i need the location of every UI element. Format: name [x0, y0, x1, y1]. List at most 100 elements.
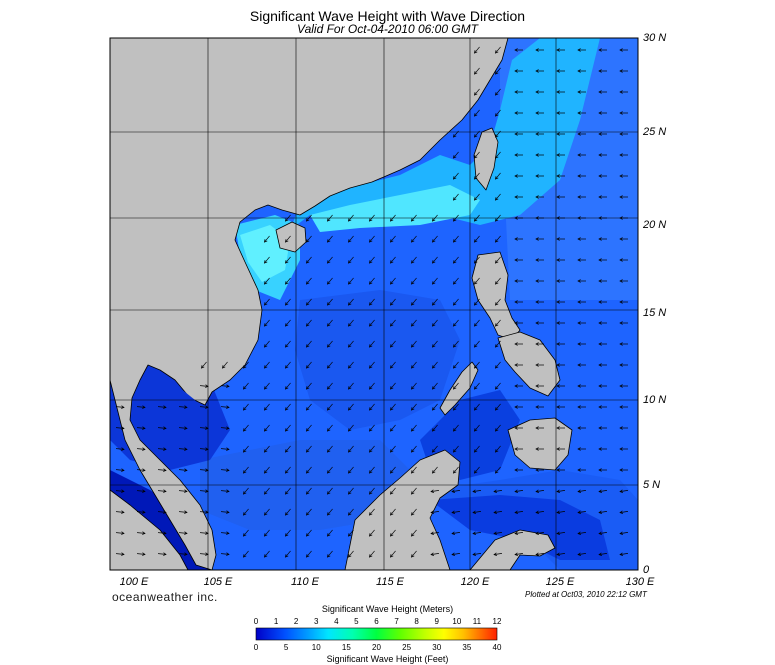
wave-arrow	[411, 382, 417, 390]
wave-arrow-head	[473, 71, 478, 75]
wave-arrow-head	[389, 302, 394, 306]
wave-arrow-head	[598, 279, 602, 283]
wave-arrow-head	[389, 512, 394, 516]
wave-arrow	[285, 256, 291, 264]
wave-arrow	[390, 382, 396, 390]
wave-arrow	[474, 340, 480, 348]
wave-arrow-head	[226, 552, 230, 556]
wave-arrow-head	[556, 300, 560, 304]
wave-arrow-head	[242, 491, 247, 495]
wave-arrow-head	[431, 344, 436, 348]
wave-arrow	[285, 424, 291, 432]
wave-arrow-head	[619, 510, 623, 514]
wave-arrow-head	[305, 323, 310, 327]
wave-arrow-head	[577, 426, 581, 430]
wave-arrow-head	[619, 237, 623, 241]
wave-arrow	[285, 550, 291, 558]
wave-arrow-head	[389, 218, 394, 222]
wave-arrow	[199, 511, 209, 513]
wave-arrow	[453, 382, 459, 390]
wave-arrow	[451, 553, 461, 555]
lat-label-30n: 30 N	[643, 32, 667, 44]
wave-arrow	[264, 550, 270, 558]
wave-arrow	[348, 298, 354, 306]
wave-arrow-head	[410, 281, 415, 285]
wave-arrow	[369, 466, 375, 474]
colorbar-feet-tick: 25	[402, 643, 412, 652]
wave-arrow-head	[284, 554, 289, 558]
wave-arrow-head	[598, 321, 602, 325]
sea-zone-cyan-north	[290, 38, 600, 230]
wave-arrow-head	[368, 554, 373, 558]
wave-arrow-head	[452, 365, 457, 369]
wave-arrow-head	[472, 489, 476, 493]
lat-label-20n: 20 N	[643, 219, 667, 231]
wave-arrow	[495, 340, 501, 348]
wave-arrow	[243, 424, 249, 432]
wave-arrow	[285, 487, 291, 495]
wave-arrow	[306, 214, 312, 222]
colorbar-title-feet: Significant Wave Height (Feet)	[326, 654, 449, 664]
colorbar-feet-tick: 0	[253, 643, 259, 652]
wave-arrow-head	[263, 554, 268, 558]
wave-arrow	[556, 553, 566, 555]
wave-arrow-head	[410, 344, 415, 348]
wave-arrow-head	[326, 323, 331, 327]
wave-arrow	[453, 214, 459, 222]
wave-arrow-head	[535, 48, 539, 52]
wave-arrow-head	[410, 407, 415, 411]
wave-arrow	[348, 424, 354, 432]
wave-arrow-head	[205, 489, 209, 493]
wave-arrow-head	[284, 323, 289, 327]
wave-arrow-head	[494, 323, 499, 327]
wave-arrow	[306, 298, 312, 306]
wave-arrow-head	[514, 258, 518, 262]
wave-arrow	[243, 487, 249, 495]
wave-arrow-head	[430, 531, 434, 535]
wave-arrow	[453, 277, 459, 285]
wave-arrow-head	[473, 155, 478, 159]
wave-arrow	[453, 466, 459, 474]
wave-arrow-head	[431, 428, 436, 432]
wave-arrow-head	[410, 554, 415, 558]
wave-arrow	[306, 529, 312, 537]
wave-arrow-head	[142, 552, 146, 556]
wave-arrow-head	[142, 531, 146, 535]
wave-arrow-head	[284, 470, 289, 474]
wave-arrow-head	[410, 533, 415, 537]
wave-arrow-head	[305, 407, 310, 411]
wave-arrow	[390, 403, 396, 411]
colorbar-feet-tick: 10	[311, 643, 321, 652]
wave-arrow	[619, 490, 629, 492]
wave-arrow	[285, 319, 291, 327]
wave-arrow	[327, 277, 333, 285]
wave-arrow-head	[598, 90, 602, 94]
colorbar-title-meters: Significant Wave Height (Meters)	[321, 604, 454, 614]
wave-arrow	[115, 511, 125, 513]
wave-arrow	[306, 508, 312, 516]
wave-arrow	[430, 490, 440, 492]
wave-arrow-head	[326, 239, 331, 243]
wave-arrow	[199, 406, 209, 408]
wave-arrow-head	[514, 321, 518, 325]
wave-arrow-head	[263, 491, 268, 495]
wave-arrow-head	[598, 510, 602, 514]
wave-arrow-head	[452, 386, 457, 390]
wave-arrow-head	[598, 300, 602, 304]
wave-arrow-head	[184, 426, 188, 430]
wave-arrow-head	[284, 218, 289, 222]
wave-arrow	[598, 490, 608, 492]
wave-arrow	[348, 256, 354, 264]
wave-arrow	[243, 550, 249, 558]
wave-arrow-head	[326, 407, 331, 411]
wave-arrow-head	[535, 405, 539, 409]
wave-arrow-head	[368, 281, 373, 285]
wave-arrow-head	[494, 428, 499, 432]
wave-arrow-head	[431, 323, 436, 327]
wave-arrow-head	[326, 218, 331, 222]
wave-arrow-head	[347, 281, 352, 285]
wave-arrow-head	[535, 510, 539, 514]
wave-arrow-head	[514, 384, 518, 388]
wave-arrow	[306, 256, 312, 264]
